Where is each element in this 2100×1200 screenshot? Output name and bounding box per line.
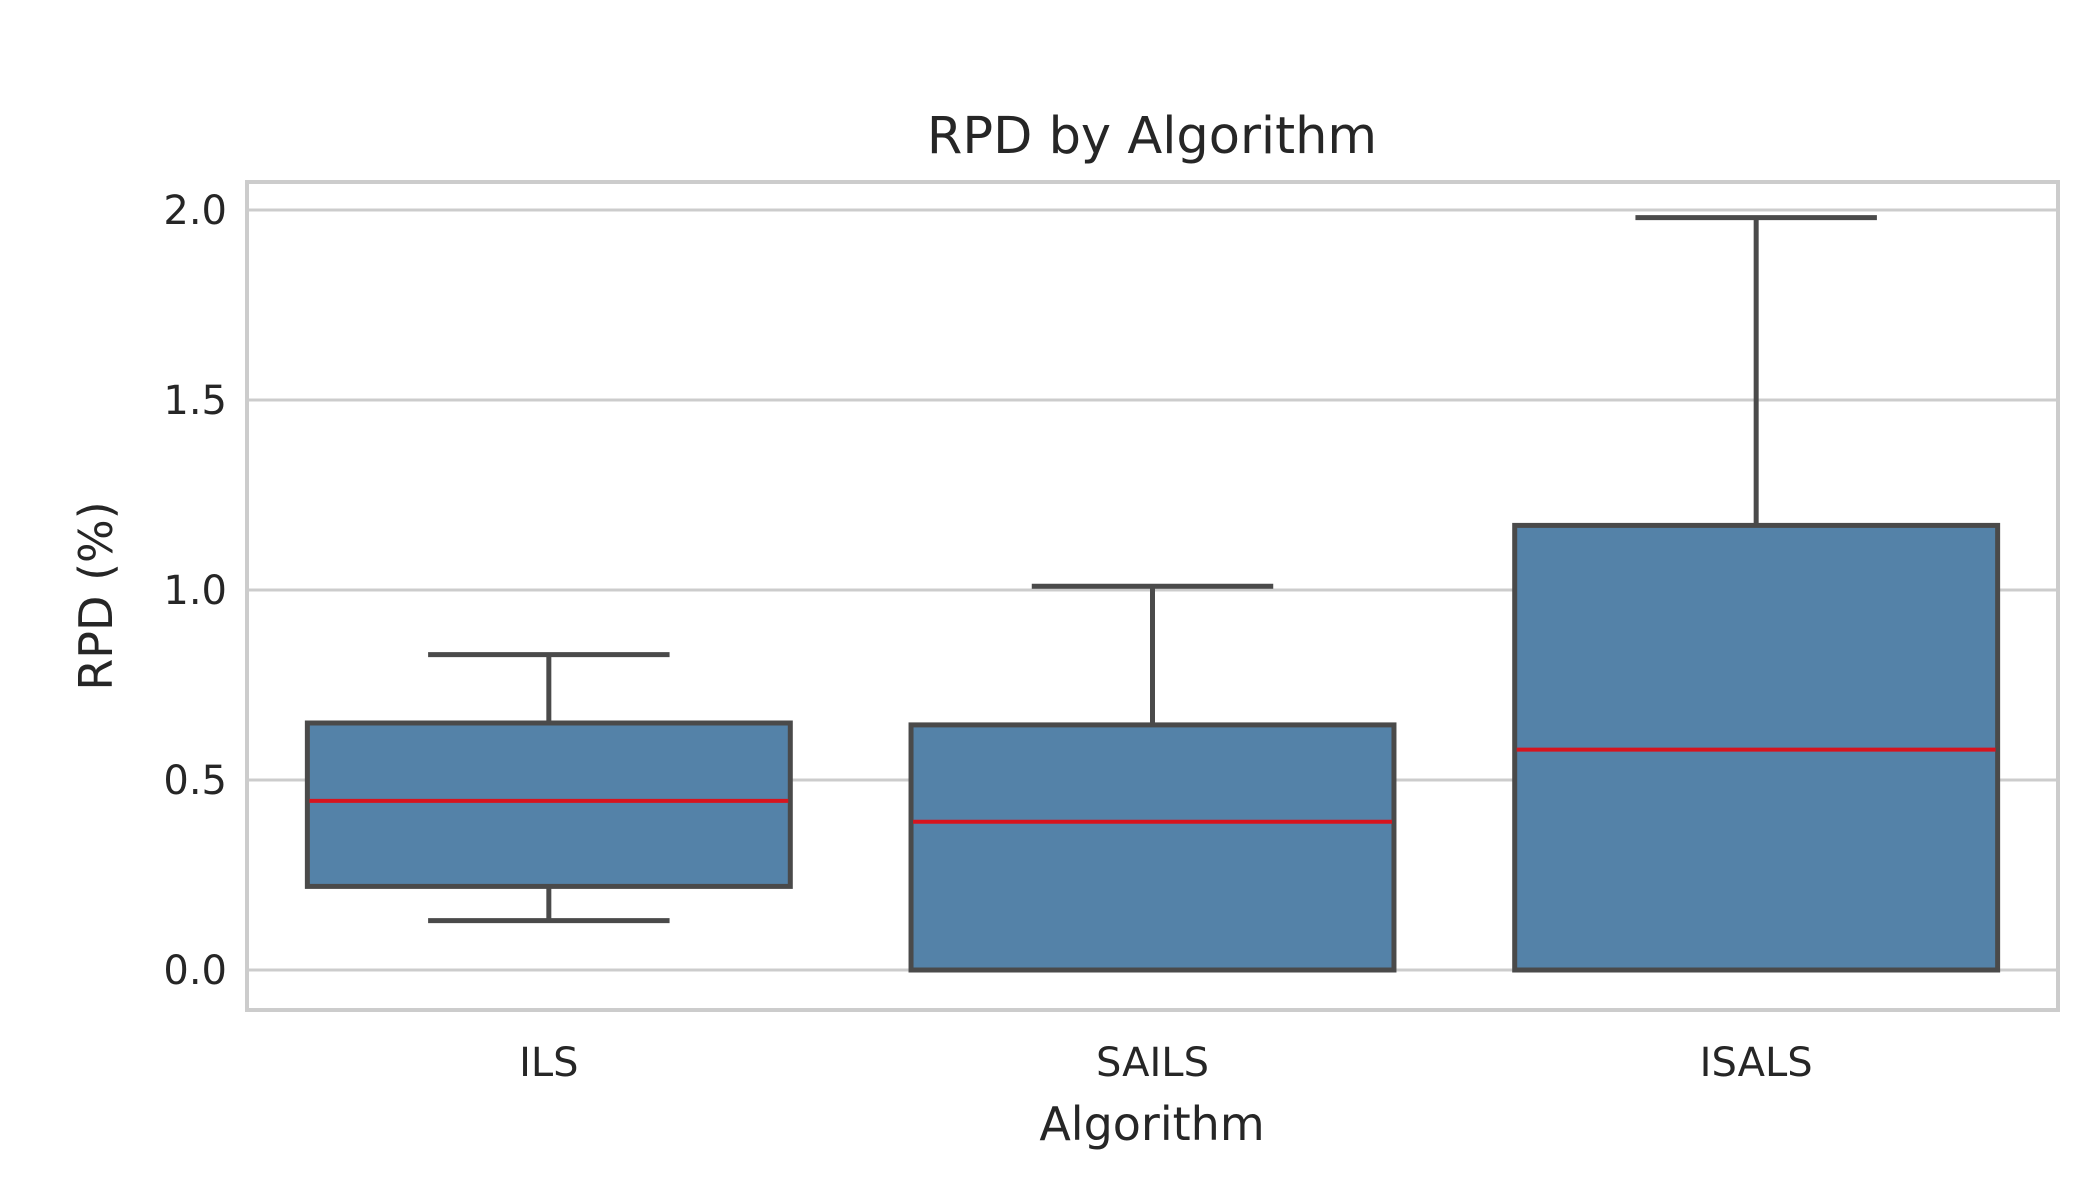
x-tick-label: ISALS bbox=[1700, 1040, 1813, 1086]
box-ils bbox=[304, 652, 793, 924]
y-tick-label: 0.5 bbox=[163, 758, 227, 804]
y-tick-label: 1.5 bbox=[163, 378, 227, 424]
y-tick-label: 2.0 bbox=[163, 188, 227, 234]
x-tick-label: SAILS bbox=[1096, 1040, 1209, 1086]
plot-boxes bbox=[304, 215, 2001, 973]
plot-frame bbox=[245, 180, 2060, 1012]
iqr-box bbox=[908, 722, 1397, 973]
y-axis-label: RPD (%) bbox=[69, 501, 123, 690]
iqr-box bbox=[304, 720, 793, 889]
box-sails bbox=[908, 583, 1397, 973]
y-tick-label: 1.0 bbox=[163, 568, 227, 614]
x-axis-label: Algorithm bbox=[1039, 1097, 1264, 1151]
box-isals bbox=[1512, 215, 2001, 973]
x-tick-label: ILS bbox=[519, 1040, 578, 1086]
y-tick-label: 0.0 bbox=[163, 948, 227, 994]
y-axis: 0.0 0.5 1.0 1.5 2.0 bbox=[163, 188, 227, 994]
x-axis: ILS SAILS ISALS bbox=[519, 1040, 1813, 1086]
chart-title: RPD by Algorithm bbox=[927, 107, 1377, 166]
